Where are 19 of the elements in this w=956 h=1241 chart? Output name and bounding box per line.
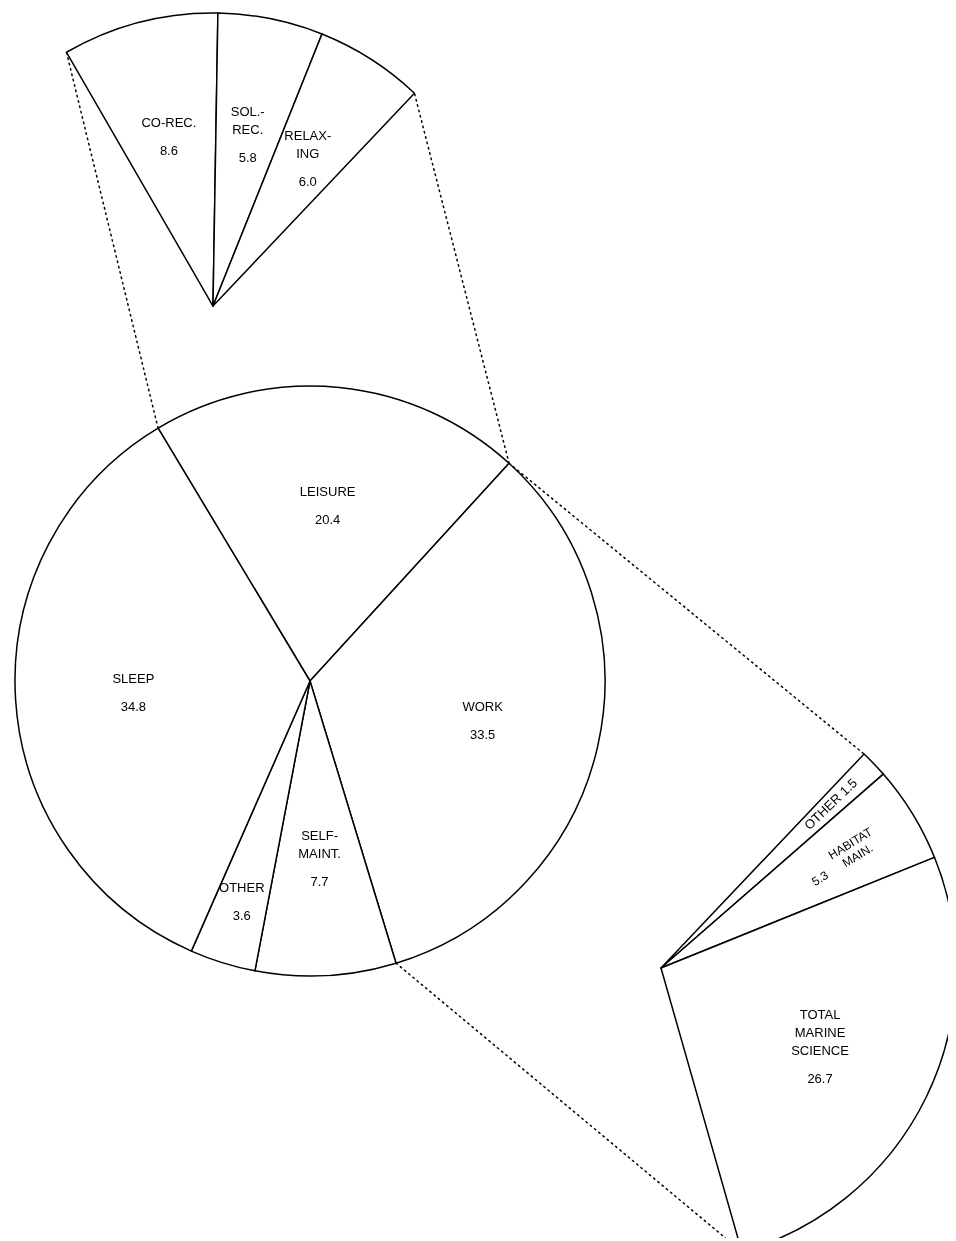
data-label: 26.7 [807,1070,833,1086]
data-label: 5.3 [809,868,832,889]
slice-label: LEISURE [299,483,356,499]
data-label: 8.6 [159,142,178,158]
slice-label: SOL.- REC. [230,103,265,137]
data-label: 3.6 [232,907,251,923]
slice-label: OTHER [219,879,265,895]
slice-label: RELAX- ING [284,127,332,161]
slice-label: SELF- MAINT. [298,827,341,861]
slice-label: WORK [462,699,504,715]
data-label: 6.0 [298,173,317,189]
slice-label: CO-REC. [141,114,197,130]
data-label: 33.5 [469,727,496,743]
slice-label: SLEEP [112,671,155,687]
data-label: 20.4 [314,511,341,527]
data-label: 5.8 [238,149,257,165]
slice-label: TOTAL MARINE SCIENCE [791,1006,850,1058]
data-label: 7.7 [310,873,329,889]
data-label: 34.8 [120,699,147,715]
